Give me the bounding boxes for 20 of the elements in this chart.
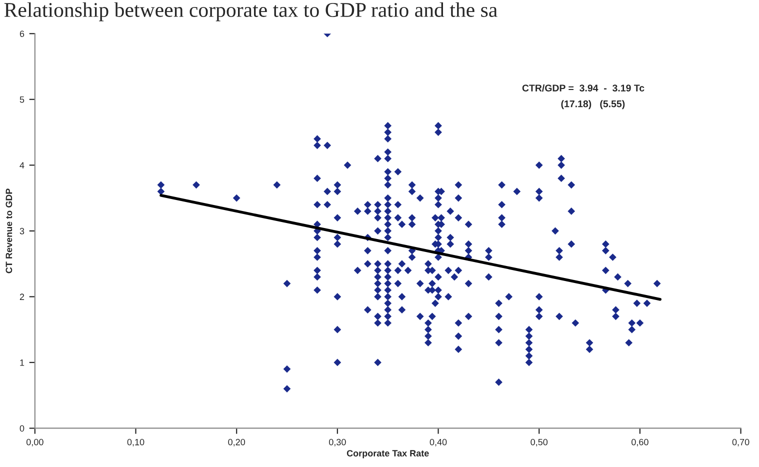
x-axis-title: Corporate Tax Rate bbox=[346, 450, 429, 458]
annotation: (17.18) (5.55) bbox=[561, 100, 625, 110]
x-tick-label: 0,40 bbox=[430, 438, 447, 446]
y-axis-title: CT Revenue to GDP bbox=[6, 188, 12, 274]
x-tick-label: 0,20 bbox=[228, 438, 246, 446]
x-tick-label: 0,00 bbox=[26, 438, 44, 446]
y-tick-label: 1 bbox=[20, 360, 24, 366]
x-tick-label: 0,50 bbox=[530, 438, 548, 446]
y-tick-label: 0 bbox=[20, 425, 24, 432]
x-tick-label: 0,70 bbox=[732, 438, 750, 446]
y-tick-label: 2 bbox=[20, 294, 24, 300]
y-tick-label: 5 bbox=[20, 96, 24, 103]
x-tick-label: 0,10 bbox=[127, 438, 144, 446]
x-tick-label: 0,60 bbox=[632, 438, 648, 446]
chart-title: Relationship between corporate tax to GDP ratio and the sa bbox=[4, 2, 498, 22]
y-tick-label: 4 bbox=[20, 162, 24, 168]
x-tick-label: 0,30 bbox=[329, 438, 346, 446]
annotation: CTR/GDP = 3.94 - 3.19 Tc bbox=[522, 84, 644, 92]
y-tick-label: 3 bbox=[20, 228, 24, 234]
y-tick-label: 6 bbox=[20, 30, 24, 37]
